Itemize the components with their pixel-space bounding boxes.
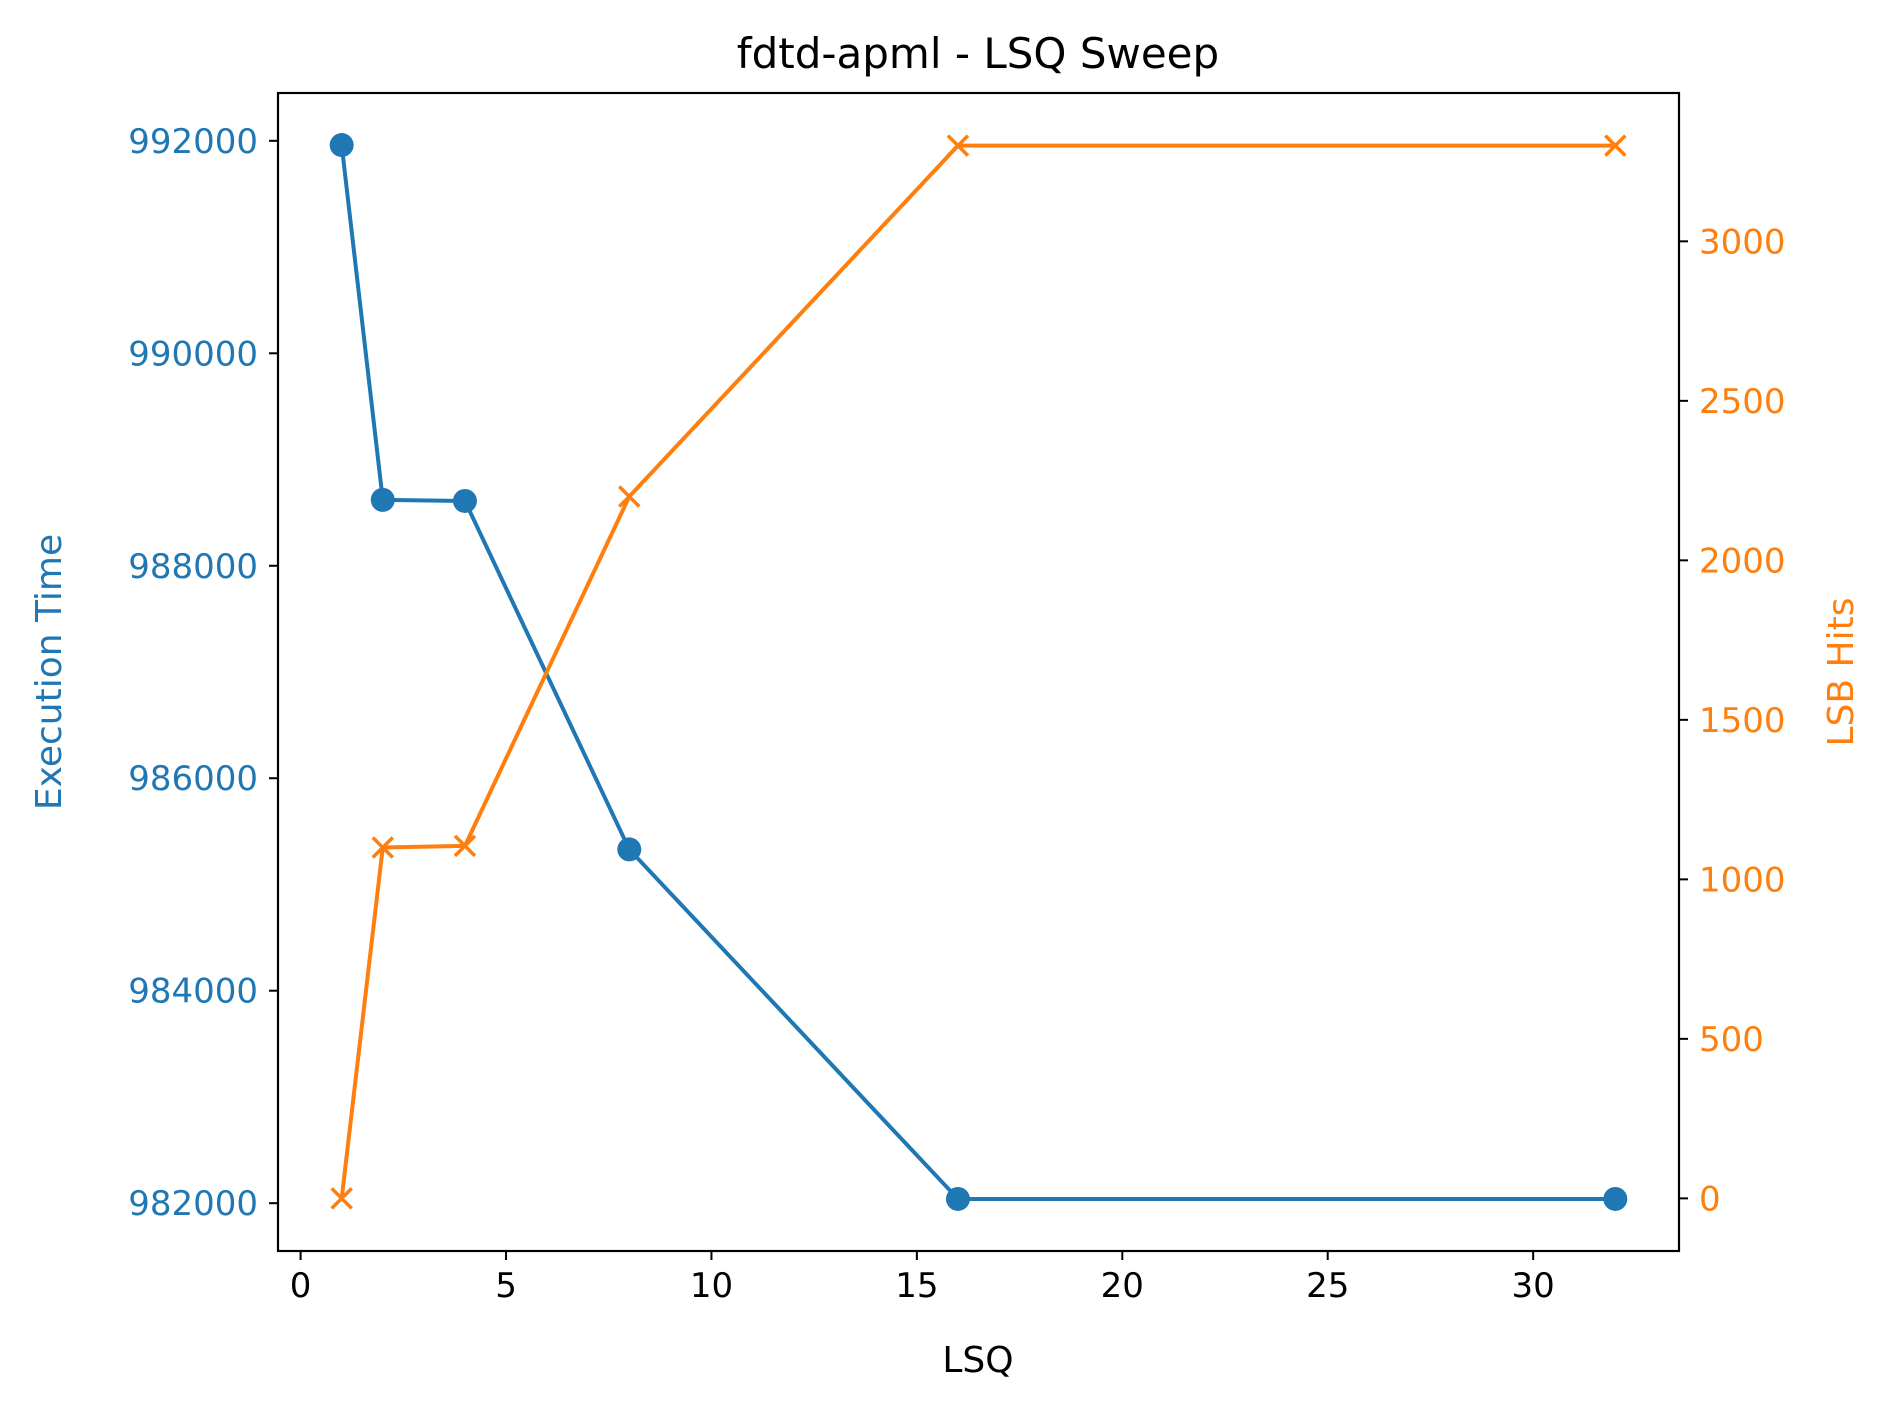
right-y-axis-title: LSB Hits <box>1821 598 1862 747</box>
x-tick-label: 5 <box>495 1266 517 1306</box>
left-y-tick-label: 992000 <box>128 122 258 162</box>
right-y-axis-ticks: 0 500 1000 1500 2000 2500 3000 <box>1679 222 1786 1219</box>
execution-time-point <box>945 1186 970 1211</box>
lsb-hits-point <box>946 134 970 157</box>
left-y-axis-ticks: 982000 984000 986000 988000 990000 992000 <box>128 122 278 1224</box>
execution-time-point <box>329 133 354 158</box>
x-tick-label: 30 <box>1512 1266 1555 1306</box>
lsb-hits-point <box>371 836 395 859</box>
execution-time-point <box>617 837 642 862</box>
lsb-hits-series <box>330 134 1627 1210</box>
right-y-tick-label: 1500 <box>1699 701 1786 741</box>
x-tick-label: 20 <box>1101 1266 1144 1306</box>
x-tick-label: 15 <box>895 1266 938 1306</box>
execution-time-point <box>1603 1186 1628 1211</box>
lsb-hits-point <box>1604 134 1627 157</box>
left-y-axis-title: Execution Time <box>29 534 70 810</box>
x-axis-ticks: 0 5 10 15 20 25 30 <box>290 1251 1555 1306</box>
left-y-tick-label: 982000 <box>128 1184 258 1224</box>
x-tick-label: 0 <box>290 1266 312 1306</box>
left-y-tick-label: 988000 <box>128 547 258 587</box>
left-y-tick-label: 986000 <box>128 759 258 799</box>
lsb-hits-point <box>453 834 477 858</box>
lsb-hits-point <box>330 1187 353 1210</box>
lsb-hits-line <box>339 143 1616 1199</box>
lsb-hits-point <box>618 485 641 508</box>
right-y-tick-label: 3000 <box>1699 222 1786 262</box>
left-y-tick-label: 990000 <box>128 334 258 374</box>
left-y-tick-label: 984000 <box>128 972 258 1012</box>
series-layer <box>329 133 1628 1211</box>
x-tick-label: 25 <box>1306 1266 1349 1306</box>
right-y-tick-label: 2500 <box>1699 382 1786 422</box>
plot-area-frame <box>276 91 1681 1253</box>
x-tick-label: 10 <box>690 1266 733 1306</box>
right-y-tick-label: 500 <box>1699 1020 1764 1060</box>
x-axis-title: LSQ <box>942 1340 1013 1381</box>
execution-time-point <box>370 487 395 512</box>
right-y-tick-label: 1000 <box>1699 860 1786 900</box>
right-y-tick-label: 2000 <box>1699 541 1786 581</box>
chart-title: fdtd-apml - LSQ Sweep <box>737 29 1219 78</box>
execution-time-point <box>452 488 477 513</box>
right-y-tick-label: 0 <box>1699 1179 1721 1219</box>
